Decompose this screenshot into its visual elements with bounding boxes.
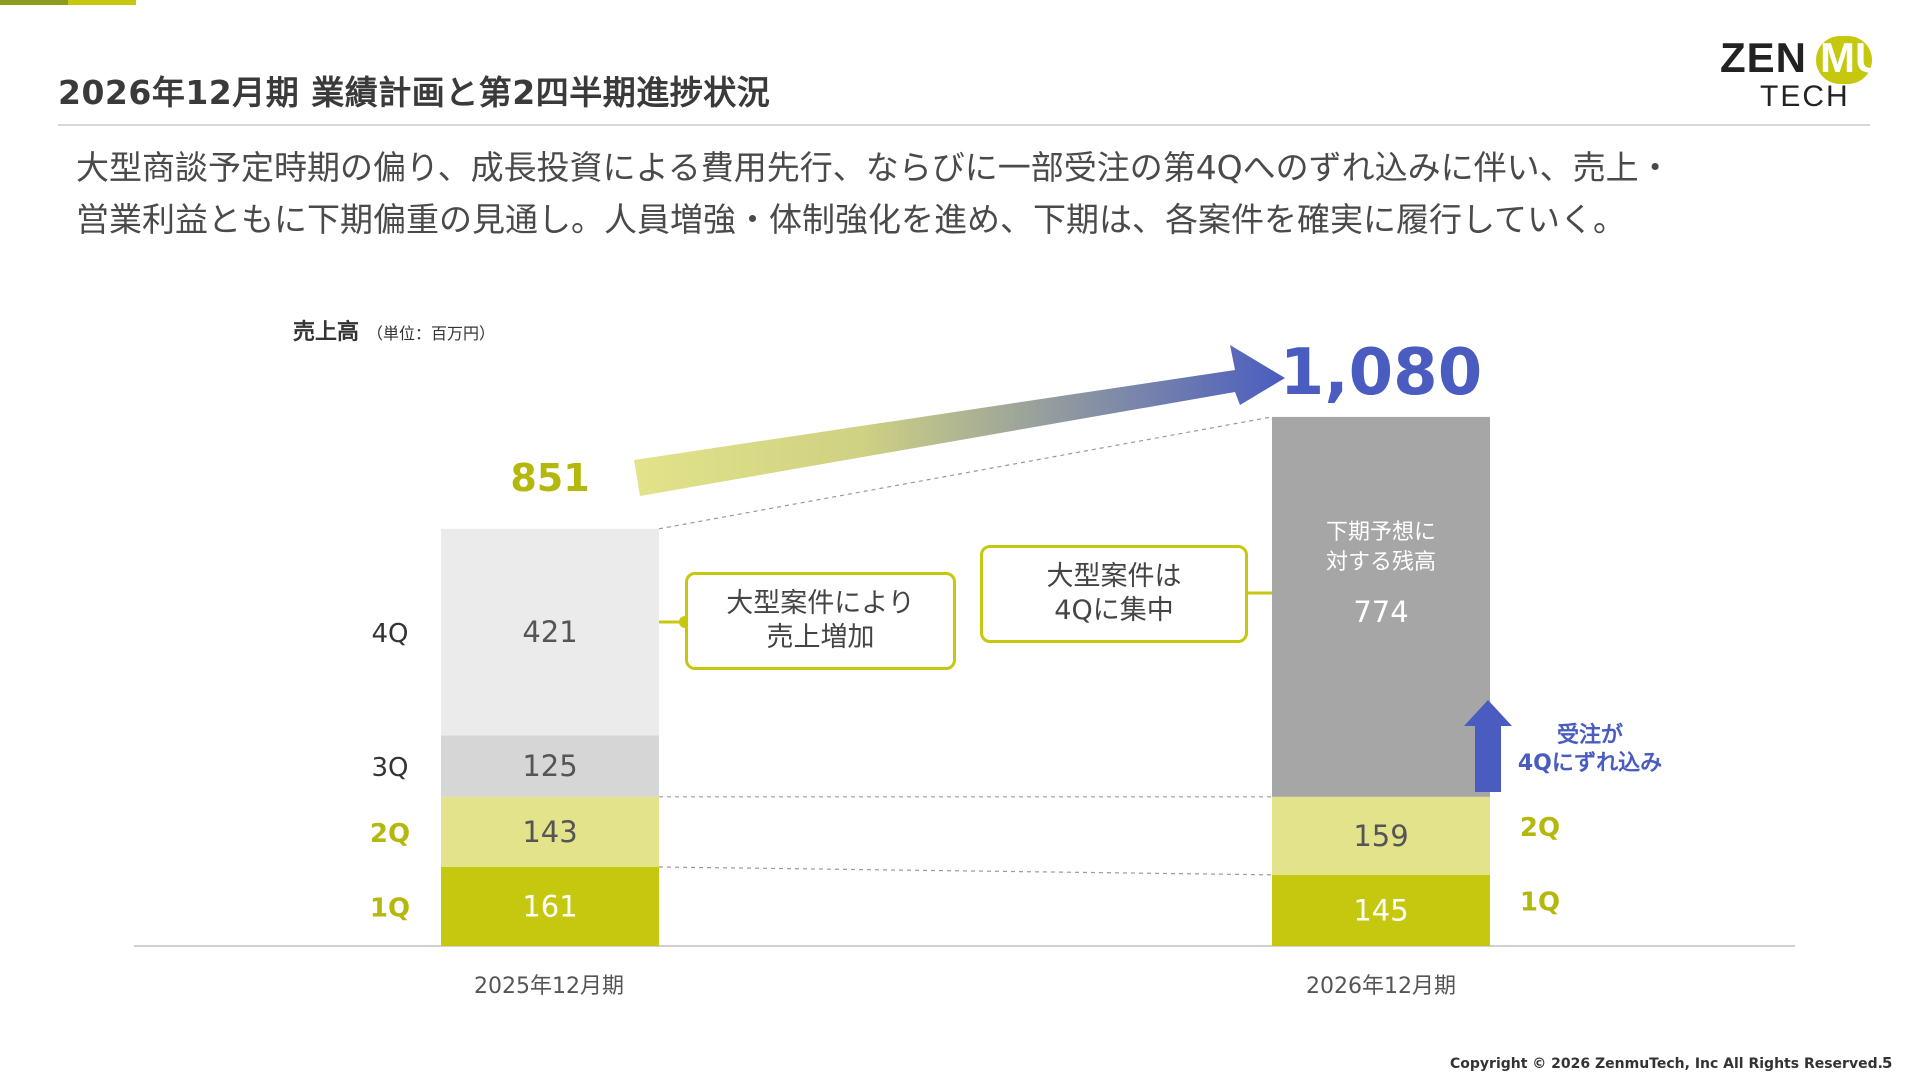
bar-0-segment-3Q: [441, 735, 659, 797]
quarter-label-right-1Q: 1Q: [1520, 887, 1560, 917]
total-2025: 851: [510, 456, 589, 500]
title-divider: [58, 124, 1870, 126]
quarter-label-right-2Q: 2Q: [1520, 813, 1560, 843]
callout-left-line-2: 売上増加: [766, 622, 875, 653]
quarter-label-left-3Q: 3Q: [371, 753, 408, 783]
connector-1q: [658, 866, 1273, 876]
value-label-1-2Q: 159: [1353, 819, 1408, 853]
remaining-label-line-1: 下期予想に: [1326, 520, 1436, 545]
value-label-0-4Q: 421: [522, 615, 577, 649]
x-category-2026: 2026年12月期: [1306, 974, 1456, 999]
bar-1-segment-1Q: [1272, 874, 1490, 946]
value-label-0-2Q: 143: [522, 815, 577, 849]
value-label-0-1Q: 161: [522, 889, 577, 923]
order-slip-up-arrow: [1464, 700, 1512, 792]
quarter-label-left-4Q: 4Q: [371, 619, 408, 649]
x-category-2025: 2025年12月期: [474, 974, 624, 999]
callout-large-deals-increase: 大型案件により 売上増加: [685, 572, 956, 670]
bar-0-segment-1Q: [441, 866, 659, 946]
annotation-line-2: 4Qにずれ込み: [1517, 751, 1663, 776]
y-axis-title: 売上高 （単位：百万円）: [293, 314, 495, 346]
y-axis-unit: （単位：百万円）: [367, 324, 496, 343]
annotation-line-1: 受注が: [1556, 723, 1623, 748]
remaining-label-line-2: 対する残高: [1326, 550, 1436, 575]
page-number: 5: [1882, 1054, 1893, 1072]
callout-left-line-1: 大型案件により: [726, 588, 915, 619]
summary-text: 大型商談予定時期の偏り、成長投資による費用先行、ならびに一部受注の第4Qへのずれ…: [76, 142, 1866, 246]
callout-right-line-2: 4Qに集中: [1054, 595, 1174, 626]
y-axis-label: 売上高: [293, 320, 360, 345]
copyright-text: Copyright © 2026 ZenmuTech, Inc All Righ…: [1450, 1056, 1883, 1072]
value-label-1-1Q: 145: [1353, 893, 1408, 927]
bar-0-segment-4Q: [441, 528, 659, 736]
page-title: 2026年12月期 業績計画と第2四半期進捗状況: [58, 73, 771, 112]
bar-0-segment-2Q: [441, 796, 659, 867]
quarter-label-left-2Q: 2Q: [370, 819, 410, 849]
growth-arrow: [634, 345, 1285, 496]
bar-1-segment-2Q: [1272, 796, 1490, 875]
company-logo: ZEN MU TECH: [1720, 34, 1886, 113]
summary-line-2: 営業利益ともに下期偏重の見通し。人員増強・体制強化を進め、下期は、各案件を確実に…: [76, 200, 1627, 239]
bar-1-segment-下期予想に対する残高: [1272, 416, 1490, 797]
callout-right-line-1: 大型案件は: [1046, 561, 1182, 592]
summary-line-1: 大型商談予定時期の偏り、成長投資による費用先行、ならびに一部受注の第4Qへのずれ…: [76, 148, 1672, 187]
annotation-order-slip: 受注が 4Qにずれ込み: [1510, 722, 1670, 778]
value-label-remaining: 774: [1353, 595, 1408, 629]
callout-deals-concentrated-4q: 大型案件は 4Qに集中: [980, 545, 1248, 643]
quarter-label-left-1Q: 1Q: [370, 893, 410, 923]
total-2026: 1,080: [1280, 336, 1482, 410]
value-label-0-3Q: 125: [522, 749, 577, 783]
